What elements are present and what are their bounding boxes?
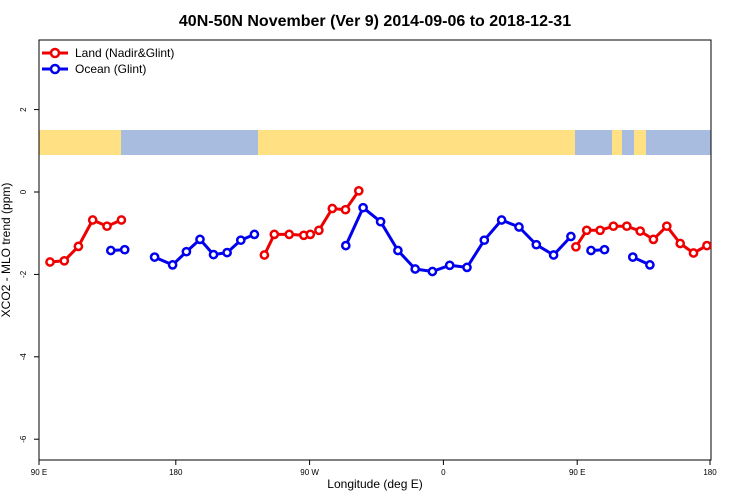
- data-point: [249, 229, 260, 240]
- band-land-patch: [634, 130, 646, 155]
- data-point: [119, 244, 130, 255]
- band-land-patch: [258, 130, 430, 155]
- data-point: [340, 240, 351, 251]
- band-land-patch: [612, 130, 622, 155]
- data-point: [393, 245, 403, 256]
- data-point: [105, 245, 116, 256]
- y-tick-label: -2: [19, 270, 28, 278]
- x-tick-label: 90 E: [569, 468, 585, 477]
- data-point: [595, 225, 605, 236]
- data-point: [427, 266, 438, 277]
- series-line: [721, 220, 750, 261]
- data-point: [181, 246, 192, 257]
- series-line: [263, 232, 304, 256]
- data-point: [566, 231, 576, 242]
- data-point: [353, 185, 364, 196]
- data-point: [645, 260, 655, 270]
- x-tick-label: 180: [703, 468, 717, 477]
- data-point: [731, 243, 738, 250]
- data-point: [269, 229, 280, 240]
- data-point: [599, 244, 610, 255]
- data-point: [259, 250, 270, 260]
- data-point: [717, 257, 724, 264]
- band-land-patch: [103, 130, 113, 155]
- data-point: [235, 235, 246, 246]
- legend-marker-ocean: [49, 63, 61, 75]
- plot-frame: [38, 39, 712, 461]
- x-tick-label: 90 W: [300, 468, 319, 477]
- data-point: [444, 260, 455, 271]
- data-point: [661, 221, 672, 232]
- y-tick-label: 0: [19, 189, 28, 194]
- series-line: [317, 189, 361, 232]
- legend-marker-land: [49, 47, 61, 59]
- data-point: [514, 222, 524, 232]
- data-point: [340, 204, 351, 215]
- data-point: [635, 226, 646, 236]
- data-point: [102, 221, 112, 232]
- data-point: [149, 252, 160, 262]
- data-point: [73, 241, 84, 252]
- y-axis-label: XCO2 - MLO trend (ppm): [0, 183, 13, 318]
- data-point: [479, 235, 490, 246]
- data-point: [688, 248, 699, 258]
- legend-label-ocean: Ocean (Glint): [75, 62, 146, 76]
- chart-title: 40N-50N November (Ver 9) 2014-09-06 to 2…: [179, 13, 571, 30]
- series-ocean: [105, 202, 655, 277]
- data-point: [314, 225, 324, 236]
- legend: Land (Nadir&Glint) Ocean (Glint): [42, 46, 174, 76]
- data-point: [358, 202, 368, 213]
- data-point: [410, 264, 421, 274]
- y-axis: -6 -4 -2 0 2: [19, 107, 39, 443]
- data-point: [702, 240, 711, 251]
- x-axis-label: Longitude (deg E): [327, 477, 422, 491]
- x-tick-label: 180: [169, 468, 183, 477]
- data-point: [327, 203, 338, 214]
- band-land-patch: [430, 130, 575, 155]
- data-point: [375, 216, 386, 227]
- data-point: [621, 221, 632, 232]
- data-point: [744, 216, 750, 223]
- data-point: [59, 255, 70, 266]
- data-point: [284, 229, 295, 240]
- data-point: [608, 221, 619, 232]
- series-layer: [45, 185, 750, 277]
- data-point: [167, 260, 178, 270]
- data-point: [496, 215, 507, 225]
- data-point: [222, 247, 232, 258]
- band-land: [39, 130, 646, 155]
- data-point: [627, 252, 638, 262]
- land-ocean-band: [39, 130, 711, 155]
- x-tick-label: 90 E: [31, 468, 47, 477]
- x-tick-label: 0: [441, 468, 446, 477]
- data-point: [462, 262, 472, 273]
- y-tick-label: -4: [19, 353, 28, 361]
- data-point: [208, 249, 219, 260]
- legend-label-land: Land (Nadir&Glint): [75, 46, 174, 60]
- data-point: [531, 239, 542, 250]
- x-axis: 90 E 180 90 W 0 90 E 180: [31, 460, 717, 477]
- series-land: [45, 185, 750, 267]
- data-point: [305, 229, 316, 240]
- data-point: [548, 250, 559, 260]
- data-point: [116, 215, 127, 225]
- data-point: [586, 245, 596, 256]
- data-point: [581, 225, 592, 236]
- data-point: [648, 234, 659, 245]
- band-land-patch: [116, 130, 121, 155]
- data-point: [45, 257, 55, 267]
- y-tick-label: -6: [19, 435, 28, 443]
- data-point: [717, 258, 724, 265]
- y-tick-label: 2: [19, 107, 28, 112]
- data-point: [571, 241, 581, 252]
- data-point: [195, 234, 205, 245]
- data-point: [87, 215, 98, 225]
- data-point: [675, 238, 686, 249]
